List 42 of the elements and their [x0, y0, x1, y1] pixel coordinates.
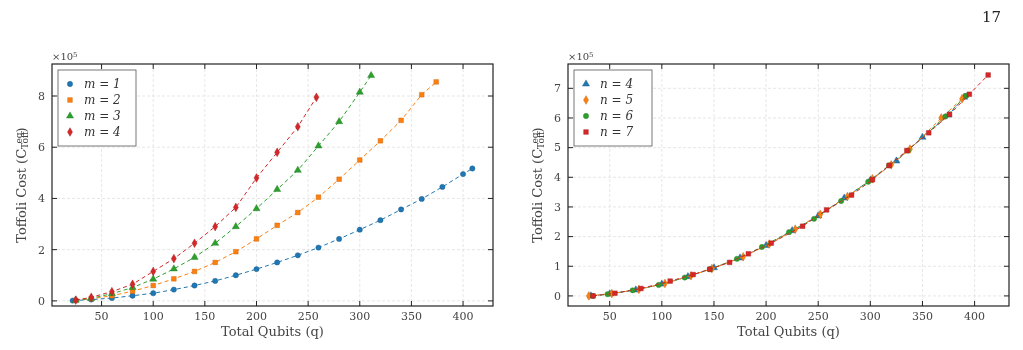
- x-tick-label: 350: [400, 310, 422, 323]
- x-tick-label: 300: [859, 310, 881, 323]
- x-tick-label: 350: [911, 310, 933, 323]
- text: 17: [981, 8, 1001, 26]
- y-tick-label: 7: [554, 82, 561, 96]
- legend-label: m = 1: [84, 77, 121, 92]
- x-tick-label: 200: [755, 310, 777, 323]
- legend-label: m = 3: [84, 109, 122, 124]
- y-tick-label: 4: [554, 171, 561, 185]
- y-tick-label: 4: [38, 192, 45, 206]
- x-tick-label: 100: [651, 310, 673, 323]
- x-tick-label: 150: [703, 310, 725, 323]
- x-axis-title: Total Qubits (q): [221, 324, 324, 339]
- legend-label: n = 6: [600, 109, 634, 124]
- x-tick-label: 250: [297, 310, 319, 323]
- y-tick-label: 0: [38, 294, 45, 308]
- x-tick-label: 150: [194, 310, 216, 323]
- y-tick-label: 8: [38, 89, 45, 103]
- y-tick-label: 2: [38, 243, 45, 257]
- legend-label: m = 2: [84, 93, 121, 108]
- text: ×10$^{5}$: [568, 50, 594, 62]
- text: ×10$^{5}$: [52, 50, 78, 62]
- legend-label: n = 7: [600, 125, 634, 140]
- y-tick-label: 0: [554, 289, 561, 303]
- x-tick-label: 400: [452, 310, 474, 323]
- x-tick-label: 50: [602, 310, 617, 323]
- y-tick-label: 2: [554, 230, 561, 244]
- y-tick-label: 6: [38, 141, 45, 155]
- legend-label: n = 5: [600, 93, 634, 108]
- x-tick-label: 50: [94, 310, 109, 323]
- x-tick-label: 400: [964, 310, 986, 323]
- legend-label: m = 4: [84, 125, 121, 140]
- y-tick-label: 3: [554, 200, 561, 214]
- x-tick-label: 300: [349, 310, 371, 323]
- x-tick-label: 100: [142, 310, 164, 323]
- y-tick-label: 6: [554, 111, 561, 125]
- x-axis-title: Total Qubits (q): [737, 324, 840, 339]
- y-tick-label: 5: [554, 141, 561, 155]
- x-tick-label: 250: [807, 310, 829, 323]
- x-tick-label: 200: [245, 310, 267, 323]
- y-tick-label: 1: [554, 260, 561, 274]
- legend-label: n = 4: [600, 77, 634, 92]
